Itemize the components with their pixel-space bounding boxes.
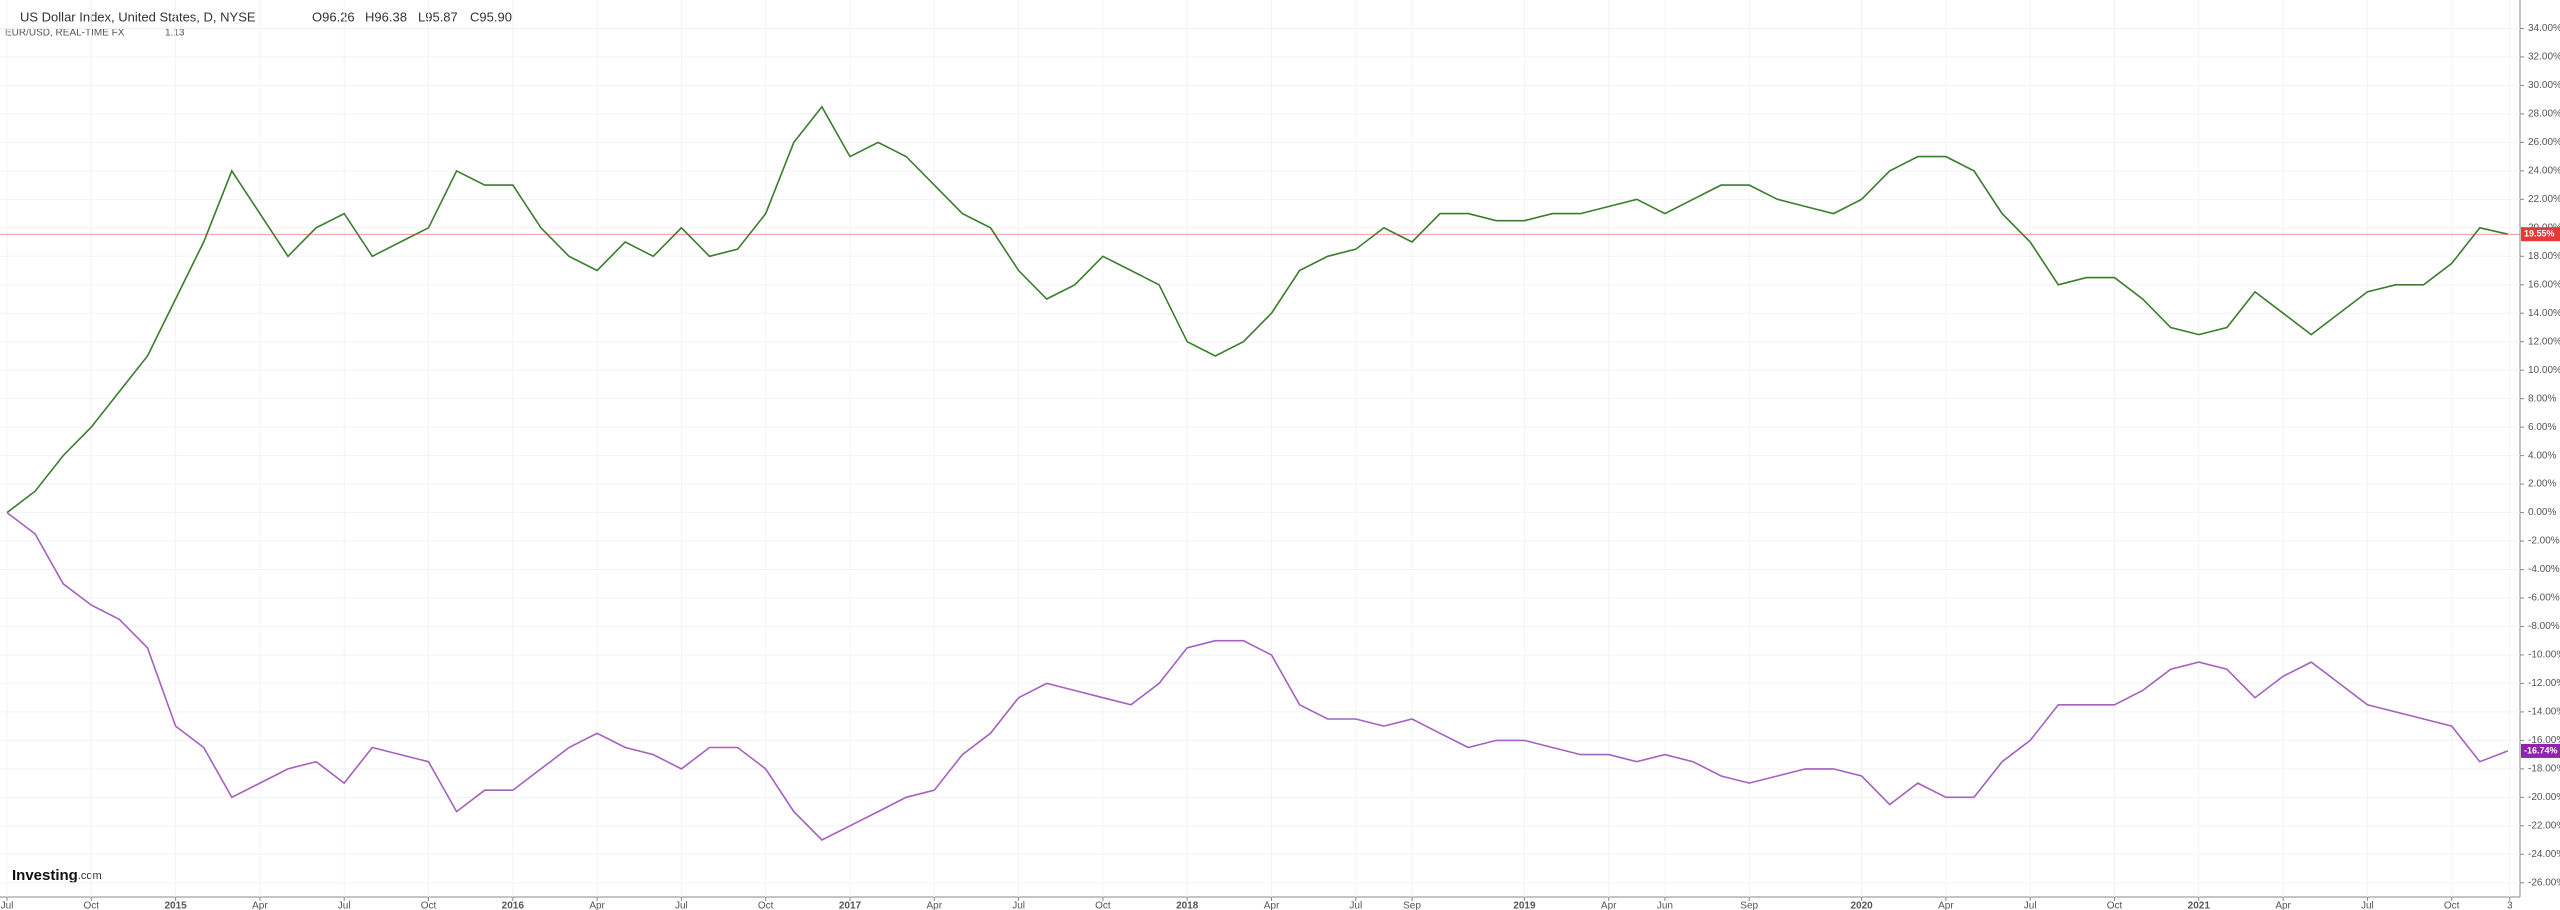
- logo-suffix: .com: [78, 870, 102, 882]
- x-tick-label: 2019: [1513, 901, 1536, 910]
- last-price-tag: [2521, 743, 2560, 758]
- logo-text: Investing: [12, 867, 78, 884]
- last-price-label: -16.74%: [2524, 745, 2558, 755]
- x-tick-label: Oct: [84, 901, 100, 910]
- y-tick-label: -24.00%: [2528, 849, 2560, 860]
- x-tick-label: Oct: [758, 901, 774, 910]
- x-tick-label: Jul: [675, 901, 688, 910]
- x-tick-label: Oct: [1095, 901, 1111, 910]
- x-tick-label: Apr: [1601, 901, 1617, 910]
- x-tick-label: Jul: [1012, 901, 1025, 910]
- y-tick-label: 16.00%: [2528, 279, 2560, 290]
- x-tick-label: 3: [2507, 901, 2513, 910]
- subtitle-value: 1.13: [165, 28, 185, 39]
- y-tick-label: 4.00%: [2528, 450, 2556, 461]
- x-tick-label: Jul: [1349, 901, 1362, 910]
- ohlc-high: H96.38: [365, 9, 407, 24]
- ohlc-close: C95.90: [470, 9, 512, 24]
- series-line: [6, 105, 2509, 514]
- y-tick-label: 30.00%: [2528, 80, 2560, 91]
- x-tick-label: 2021: [2188, 901, 2211, 910]
- x-tick-label: Oct: [421, 901, 437, 910]
- y-tick-label: -12.00%: [2528, 678, 2560, 689]
- y-tick-label: -26.00%: [2528, 877, 2560, 888]
- y-tick-label: -20.00%: [2528, 792, 2560, 803]
- y-tick-label: 8.00%: [2528, 393, 2556, 404]
- y-tick-label: -8.00%: [2528, 621, 2560, 632]
- x-tick-label: Oct: [2444, 901, 2460, 910]
- x-tick-label: 2016: [502, 901, 525, 910]
- series-line: [6, 511, 2509, 841]
- x-tick-label: Apr: [1264, 901, 1280, 910]
- y-tick-label: -4.00%: [2528, 564, 2560, 575]
- y-tick-label: 26.00%: [2528, 137, 2560, 148]
- chart-title: US Dollar Index, United States, D, NYSE: [20, 9, 256, 24]
- x-tick-label: Apr: [927, 901, 943, 910]
- x-tick-label: Jun: [1657, 901, 1673, 910]
- x-tick-label: 2018: [1176, 901, 1199, 910]
- y-tick-label: 18.00%: [2528, 251, 2560, 262]
- x-tick-label: 2020: [1850, 901, 1873, 910]
- x-tick-label: Sep: [1740, 901, 1758, 910]
- y-tick-label: 0.00%: [2528, 507, 2556, 518]
- logo: Investing.com: [12, 867, 102, 884]
- y-tick-label: -16.00%: [2528, 735, 2560, 746]
- y-tick-label: 34.00%: [2528, 23, 2560, 34]
- x-tick-label: Apr: [589, 901, 605, 910]
- y-tick-label: 28.00%: [2528, 109, 2560, 120]
- y-tick-label: -2.00%: [2528, 536, 2560, 547]
- x-tick-label: Apr: [252, 901, 268, 910]
- x-tick-label: Sep: [1403, 901, 1421, 910]
- ohlc-low: L95.87: [418, 9, 458, 24]
- y-tick-label: 14.00%: [2528, 308, 2560, 319]
- y-tick-label: -10.00%: [2528, 650, 2560, 661]
- ohlc-open: O96.26: [312, 9, 355, 24]
- x-tick-label: Jul: [2361, 901, 2374, 910]
- y-tick-label: 32.00%: [2528, 52, 2560, 63]
- x-tick-label: Apr: [2275, 901, 2291, 910]
- y-tick-label: -14.00%: [2528, 707, 2560, 718]
- y-tick-label: -6.00%: [2528, 593, 2560, 604]
- y-tick-label: 22.00%: [2528, 194, 2560, 205]
- y-tick-label: -18.00%: [2528, 763, 2560, 774]
- x-tick-label: 2015: [164, 901, 187, 910]
- x-tick-label: Oct: [2107, 901, 2123, 910]
- x-tick-label: Apr: [1938, 901, 1954, 910]
- last-price-tag: [2521, 227, 2560, 242]
- last-price-label: 19.55%: [2524, 229, 2555, 239]
- x-tick-label: Jul: [338, 901, 351, 910]
- y-tick-label: 10.00%: [2528, 365, 2560, 376]
- x-tick-label: Jul: [2024, 901, 2037, 910]
- y-tick-label: 2.00%: [2528, 479, 2556, 490]
- y-tick-label: -22.00%: [2528, 820, 2560, 831]
- y-tick-label: 12.00%: [2528, 336, 2560, 347]
- x-tick-label: Jul: [1, 901, 14, 910]
- subtitle: EUR/USD, REAL-TIME FX: [5, 28, 125, 39]
- x-tick-label: 2017: [839, 901, 862, 910]
- y-tick-label: 24.00%: [2528, 165, 2560, 176]
- y-tick-label: 6.00%: [2528, 422, 2556, 433]
